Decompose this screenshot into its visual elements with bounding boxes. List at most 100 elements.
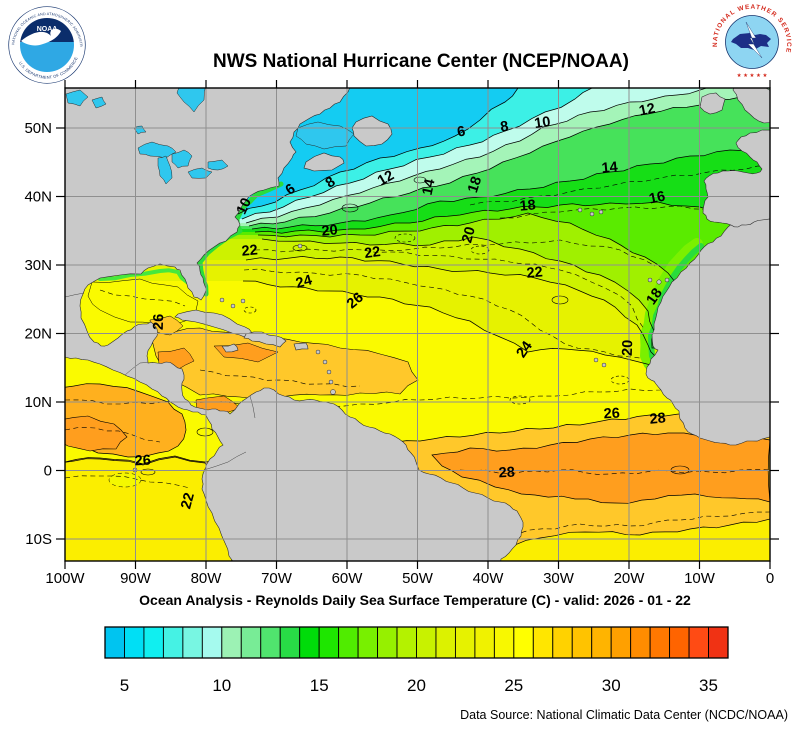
land-nova-scotia (303, 152, 345, 172)
data-source-note: Data Source: National Climatic Data Cent… (460, 708, 788, 722)
land-ireland (699, 92, 726, 115)
eddy-contour (196, 427, 214, 437)
x-axis-label: 80W (191, 570, 223, 587)
noaa-label: NOAA (37, 26, 58, 33)
contour-label: 24 (294, 272, 314, 292)
colorbar-cell (221, 626, 242, 659)
eddy-contour (470, 245, 490, 255)
contour-label: 28 (649, 410, 666, 427)
country-border (65, 292, 85, 298)
colorbar-cell (649, 626, 671, 659)
colorbar-cell (416, 626, 437, 659)
colorbar-cell (708, 626, 729, 659)
east-pacific-warm-core (65, 415, 128, 452)
lake (91, 96, 107, 109)
colorbar-tick-label: 30 (602, 676, 621, 695)
x-axis-label: 30W (543, 570, 575, 587)
island-dot (647, 277, 653, 283)
colorbar-cell (396, 626, 417, 659)
colorbar-tick-label: 20 (407, 676, 426, 695)
island-dot (330, 389, 336, 395)
land-europe (702, 129, 770, 228)
contour-line-dashed (65, 475, 191, 489)
island-dot (593, 357, 599, 363)
contour-line-dashed (65, 426, 161, 443)
x-axis-label: 70W (261, 570, 293, 587)
contour-label: 10 (533, 114, 551, 132)
country-border (203, 451, 247, 471)
colorbar-cell (532, 626, 554, 659)
island-dot (322, 359, 328, 365)
x-axis-label: 20W (614, 570, 646, 587)
island-dot (601, 362, 607, 368)
eddy-contour (243, 306, 257, 314)
x-axis-label: 0 (766, 570, 774, 587)
colorbar-cell (688, 626, 709, 659)
colorbar-cell (591, 626, 612, 659)
contour-line-14 (251, 145, 770, 230)
eddy-contour (551, 295, 569, 305)
island-dot (219, 297, 225, 303)
y-axis-label: 10S (25, 531, 52, 548)
country-border (124, 361, 149, 376)
island-dot (326, 369, 332, 375)
colorbar-cell (493, 626, 515, 659)
eddy-contour (394, 233, 416, 243)
contour-line-6 (237, 88, 519, 215)
colorbar-cell (357, 626, 379, 659)
lake (171, 149, 193, 169)
contour-label: 26 (603, 406, 620, 423)
land-north-south-america (65, 88, 524, 561)
country-border (249, 395, 256, 419)
island-dot (589, 211, 595, 217)
eddy-contour (509, 395, 531, 405)
contour-label: 18 (465, 175, 485, 195)
island-dot (664, 277, 670, 283)
colorbar-cell (162, 626, 184, 659)
colorbar-tick-label: 10 (212, 676, 231, 695)
contour-line-dashed (479, 511, 770, 541)
contour-label: 26 (344, 290, 367, 313)
contour-label: 18 (519, 197, 536, 214)
contour-line-dashed (254, 248, 646, 331)
colorbar-cell (104, 626, 125, 659)
us-east-shelf-cool (197, 181, 284, 297)
colorbar-cell (630, 626, 651, 659)
contour-label: 8 (499, 119, 509, 136)
y-axis-label: 0 (44, 463, 52, 480)
contour-label: 12 (375, 168, 397, 190)
gulf-shelf-cool (98, 268, 189, 284)
contour-label: 20 (459, 225, 479, 245)
contour-line-dashed (243, 268, 641, 359)
contour-label: 10 (234, 196, 255, 217)
contour-label: 16 (648, 189, 667, 208)
colorbar-cell (610, 626, 632, 659)
y-axis-label: 10N (24, 394, 52, 411)
island-dot (240, 298, 246, 304)
land-jamaica (221, 343, 239, 353)
contour-label: 28 (498, 465, 515, 482)
nws-lightning-icon (745, 21, 763, 59)
lake (176, 88, 206, 113)
pacific-pale-patch (108, 472, 142, 488)
eddy-contour (413, 176, 427, 184)
colorbar-tick-label: 35 (699, 676, 718, 695)
island-dot (577, 207, 583, 213)
eddy-contour (140, 468, 156, 476)
contour-line-dashed (65, 385, 770, 409)
lake (295, 121, 355, 150)
lake (207, 159, 229, 171)
colorbar-cell (474, 626, 495, 659)
colorbar-cell (279, 626, 301, 659)
contour-label: 20 (321, 222, 338, 239)
contour-label: 26 (134, 453, 151, 470)
contour-label: 14 (420, 178, 439, 197)
contour-line-10 (245, 88, 715, 224)
x-axis-label: 40W (473, 570, 505, 587)
contour-label: 24 (514, 339, 536, 361)
nws-us-map-icon (731, 33, 771, 50)
island-dot (230, 303, 236, 309)
colorbar-cell (552, 626, 573, 659)
noaa-gull-icon (21, 28, 61, 46)
colorbar-frame (104, 626, 729, 659)
